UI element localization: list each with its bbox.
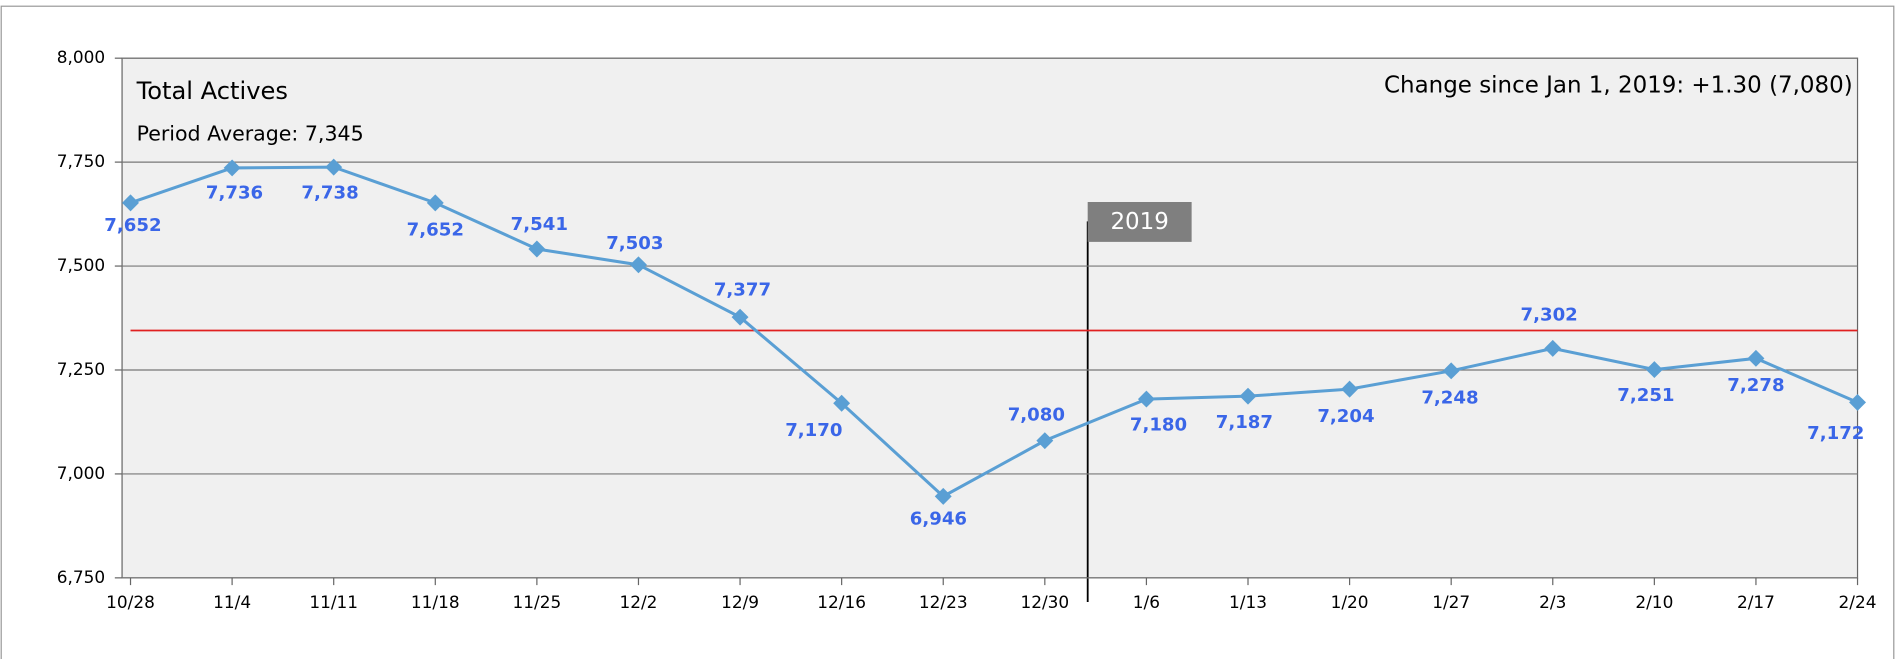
marker bbox=[122, 194, 139, 212]
x-tick-label: 2/3 bbox=[1539, 592, 1566, 612]
data-label: 7,251 bbox=[1617, 385, 1674, 406]
divider-box bbox=[1087, 201, 1192, 242]
x-tick-label: 11/4 bbox=[213, 592, 251, 612]
chart-title: Total Actives bbox=[136, 77, 288, 105]
marker bbox=[1341, 380, 1359, 398]
marker bbox=[325, 158, 343, 176]
data-label: 6,946 bbox=[910, 508, 967, 529]
marker bbox=[1849, 393, 1866, 411]
y-tick-label: 7,500 bbox=[57, 255, 105, 275]
data-label: 7,180 bbox=[1130, 415, 1187, 436]
frame bbox=[0, 5, 1895, 659]
data-label: 7,541 bbox=[511, 214, 568, 235]
y-tick-label: 7,250 bbox=[57, 359, 105, 379]
x-tick-label: 1/27 bbox=[1432, 592, 1470, 612]
marker bbox=[731, 308, 749, 326]
change-note: Change since Jan 1, 2019: +1.30 (7,080) bbox=[1384, 72, 1853, 98]
x-tick-label: 1/13 bbox=[1229, 592, 1267, 612]
data-label: 7,278 bbox=[1727, 375, 1784, 396]
marker bbox=[1544, 339, 1562, 357]
x-tick-label: 2/17 bbox=[1737, 592, 1775, 612]
x-tick-label: 11/25 bbox=[513, 592, 562, 612]
data-label: 7,187 bbox=[1216, 412, 1273, 433]
x-tick-label: 12/9 bbox=[721, 592, 759, 612]
marker bbox=[833, 394, 851, 412]
marker bbox=[426, 194, 444, 212]
series-line bbox=[130, 165, 1859, 499]
data-label: 7,080 bbox=[1008, 404, 1065, 425]
average-label: Period Average: 7,345 bbox=[137, 121, 364, 145]
data-label: 7,738 bbox=[301, 183, 358, 204]
data-label: 7,652 bbox=[407, 220, 464, 241]
x-tick-label: 1/6 bbox=[1133, 592, 1160, 612]
data-label: 7,172 bbox=[1807, 423, 1864, 444]
x-tick-label: 12/23 bbox=[919, 592, 968, 612]
x-tick-label: 2/24 bbox=[1839, 592, 1877, 612]
x-tick-label: 11/18 bbox=[411, 592, 460, 612]
y-tick-label: 6,750 bbox=[57, 567, 105, 587]
y-tick-label: 7,000 bbox=[57, 463, 105, 483]
x-tick-label: 10/28 bbox=[106, 592, 155, 612]
x-tick-label: 12/16 bbox=[817, 592, 866, 612]
x-tick-label: 1/20 bbox=[1331, 592, 1369, 612]
marker bbox=[630, 256, 647, 274]
data-label: 7,302 bbox=[1520, 305, 1577, 326]
y-tick-label: 8,000 bbox=[57, 47, 105, 67]
marker bbox=[1747, 349, 1765, 367]
data-label: 7,503 bbox=[606, 233, 663, 254]
x-tick-label: 12/30 bbox=[1020, 592, 1069, 612]
data-label: 7,652 bbox=[104, 215, 161, 236]
data-label: 7,377 bbox=[714, 280, 771, 301]
divider-label: 2019 bbox=[1110, 209, 1168, 235]
data-label: 7,170 bbox=[785, 420, 842, 441]
x-tick-label: 2/10 bbox=[1635, 592, 1673, 612]
marker bbox=[934, 487, 952, 505]
marker bbox=[528, 240, 546, 258]
plot-area bbox=[121, 57, 1859, 579]
data-label: 7,204 bbox=[1317, 406, 1374, 427]
x-tick-label: 12/2 bbox=[619, 592, 657, 612]
data-label: 7,248 bbox=[1421, 388, 1478, 409]
marker bbox=[1137, 390, 1155, 408]
data-label: 7,736 bbox=[206, 182, 263, 203]
y-tick-label: 7,750 bbox=[57, 151, 105, 171]
x-tick-label: 11/11 bbox=[309, 592, 358, 612]
